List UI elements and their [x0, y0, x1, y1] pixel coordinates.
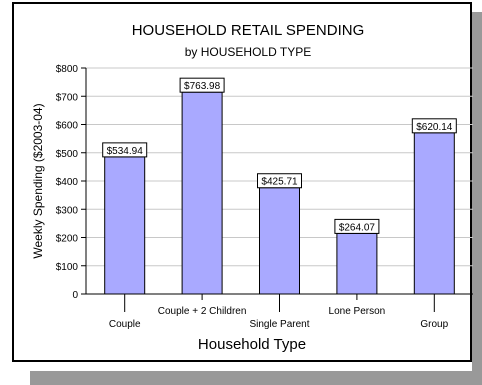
- x-tick-label: Couple: [109, 319, 141, 330]
- bar: [104, 156, 146, 295]
- data-label: $264.07: [339, 222, 376, 233]
- data-label-box: [102, 142, 148, 158]
- y-tick-label: $100: [56, 262, 79, 273]
- chart-subtitle: by HOUSEHOLD TYPE: [185, 45, 311, 59]
- x-tick-label: Lone Person: [329, 306, 386, 317]
- bar: [181, 91, 223, 295]
- bar: [413, 132, 455, 295]
- y-tick-label: $200: [56, 234, 79, 245]
- data-label: $620.14: [416, 122, 453, 133]
- chart-frame: [12, 2, 472, 362]
- x-tick-label: Group: [420, 319, 448, 330]
- bars: [104, 91, 455, 295]
- x-axis-label: Household Type: [198, 336, 306, 353]
- y-tick-label: $400: [56, 177, 79, 188]
- y-axis-label: Weekly Spending ($2003-04): [31, 103, 45, 258]
- data-label: $425.71: [261, 177, 298, 188]
- data-label-box: [411, 118, 457, 134]
- frame-shadow-right: [472, 12, 482, 371]
- y-tick-label: $600: [56, 121, 79, 132]
- y-axis-ticks: 0 $100 $200 $300 $400 $500 $600 $700 $800: [56, 64, 86, 301]
- y-tick-label: $500: [56, 149, 79, 160]
- y-tick-label: $800: [56, 64, 79, 75]
- data-label-box: [179, 77, 225, 93]
- data-labels: $534.94 $763.98 $425.71 $264.07 $620.14: [102, 77, 457, 234]
- x-tick-label: Single Parent: [249, 319, 309, 330]
- data-label: $534.94: [107, 146, 144, 157]
- frame-shadow-bottom: [30, 371, 482, 385]
- y-tick-label: 0: [72, 290, 78, 301]
- data-label-box: [257, 173, 302, 189]
- bar: [259, 187, 300, 295]
- data-label-box: [334, 218, 380, 234]
- x-tick-label: Couple + 2 Children: [158, 306, 247, 317]
- data-label: $763.98: [184, 81, 221, 92]
- bar: [336, 232, 378, 295]
- chart-title: HOUSEHOLD RETAIL SPENDING: [132, 22, 365, 39]
- y-tick-label: $300: [56, 205, 79, 216]
- y-tick-label: $700: [56, 92, 79, 103]
